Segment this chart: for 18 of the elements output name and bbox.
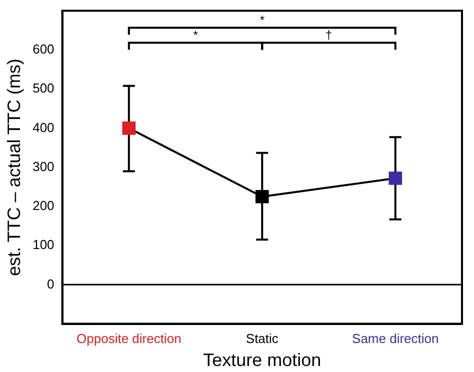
annotation: * xyxy=(193,28,198,42)
y-tick-label: 300 xyxy=(32,158,54,174)
x-axis-title: Texture motion xyxy=(203,350,322,370)
y-tick-label: 100 xyxy=(32,237,54,252)
y-tick-label: 400 xyxy=(32,120,54,135)
x-tick-label: Same direction xyxy=(352,331,439,346)
y-tick-label: 500 xyxy=(32,80,54,96)
annotation: † xyxy=(325,28,332,42)
annotation: * xyxy=(260,13,265,28)
y-tick-label: 0 xyxy=(47,276,54,292)
point xyxy=(255,190,269,204)
y-tick-label: 200 xyxy=(32,198,54,214)
x-tick-label: Static xyxy=(246,331,279,346)
y-tick-label: 600 xyxy=(32,42,54,57)
point xyxy=(122,122,136,135)
point xyxy=(388,172,402,185)
y-axis-title: est. TTC – actual TTC (ms) xyxy=(4,58,24,276)
x-tick-label: Opposite direction xyxy=(76,331,182,346)
